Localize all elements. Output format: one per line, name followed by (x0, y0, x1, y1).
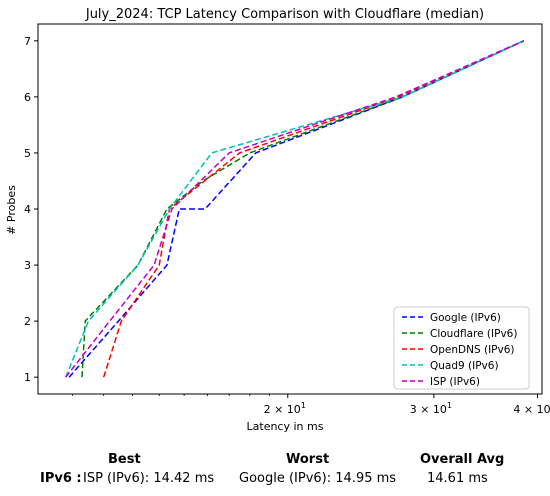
series-line-isp-ipv6 (65, 40, 525, 378)
legend-label: Cloudflare (IPv6) (430, 328, 517, 340)
y-axis-label: # Probes (5, 185, 18, 235)
legend-label: ISP (IPv6) (430, 376, 480, 388)
legend-label: Quad9 (IPv6) (430, 360, 499, 372)
summary-worst-value: Google (IPv6): 14.95 ms (239, 471, 397, 486)
legend-box (393, 306, 530, 390)
summary-best-value: ISP (IPv6): 14.42 ms (83, 471, 215, 486)
x-tick-label: 4 × 101 (513, 401, 550, 416)
summary-row-label: IPv6 : (40, 471, 82, 486)
summary-table: Best Worst Overall Avg IPv6 : ISP (IPv6)… (0, 448, 550, 496)
summary-header-worst: Worst (286, 452, 330, 467)
y-tick-label: 4 (24, 203, 31, 216)
y-tick-label: 2 (24, 315, 31, 328)
x-tick-label: 3 × 101 (410, 401, 452, 416)
summary-header-best: Best (108, 452, 141, 467)
chart-title: July_2024: TCP Latency Comparison with C… (85, 7, 484, 22)
x-tick-label: 2 × 101 (264, 401, 306, 416)
y-tick-label: 1 (24, 371, 31, 384)
series-line-quad9-ipv6 (65, 40, 525, 378)
series-lines (65, 40, 525, 378)
y-tick-label: 7 (24, 35, 31, 48)
y-tick-label: 3 (24, 259, 31, 272)
legend: Google (IPv6) Cloudflare (IPv6) OpenDNS (I… (393, 306, 530, 390)
legend-label: Google (IPv6) (430, 312, 501, 324)
series-line-google-ipv6 (68, 40, 525, 378)
summary-avg-value: 14.61 ms (427, 471, 488, 486)
y-tick-label: 6 (24, 91, 31, 104)
x-axis-label: Latency in ms (247, 420, 324, 433)
legend-label: OpenDNS (IPv6) (430, 344, 515, 356)
latency-chart: July_2024: TCP Latency Comparison with C… (5, 7, 550, 433)
summary-header-avg: Overall Avg (420, 452, 505, 467)
y-axis-ticks: 1 2 3 4 5 6 7 (24, 35, 38, 384)
x-axis-ticks: 2 × 101 3 × 101 4 × 101 (71, 394, 550, 416)
y-tick-label: 5 (24, 147, 31, 160)
series-line-cloudflare-ipv6 (81, 40, 525, 378)
